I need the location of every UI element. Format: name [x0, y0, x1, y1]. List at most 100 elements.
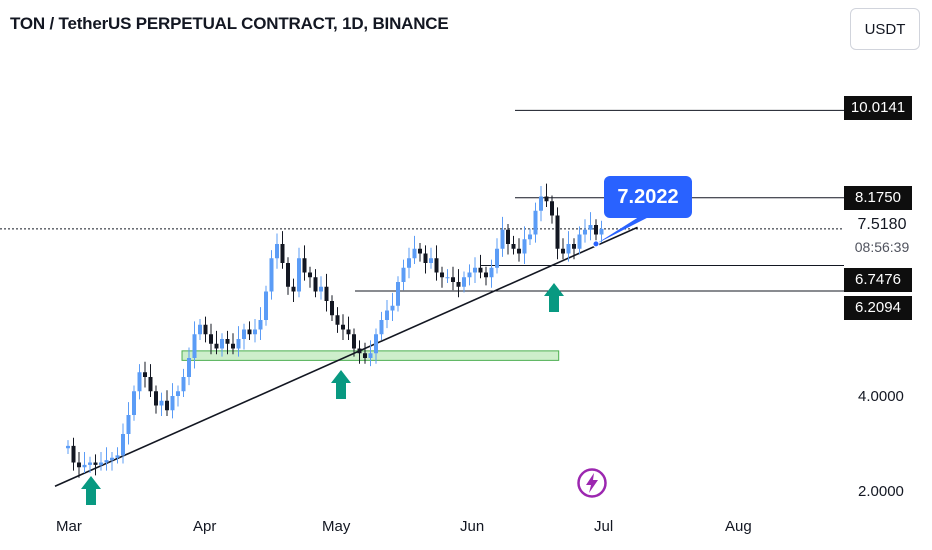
candle	[88, 456, 92, 473]
current-price: 7.5180	[857, 216, 907, 233]
candle	[192, 321, 197, 369]
candle-body	[148, 377, 153, 392]
candle	[341, 314, 345, 340]
candle-body	[71, 445, 76, 463]
candle	[407, 247, 411, 279]
candle	[478, 254, 483, 279]
candle	[440, 266, 444, 288]
candle-body	[533, 210, 538, 235]
x-tick-label: Jun	[460, 518, 485, 535]
currency-button[interactable]: USDT	[850, 8, 920, 50]
candle-body	[418, 248, 422, 254]
candle	[346, 316, 351, 340]
candle	[291, 278, 296, 302]
price-tag-8-1750: 8.1750	[844, 186, 912, 210]
candle-body	[225, 339, 230, 344]
candle-body	[187, 358, 191, 377]
candle	[566, 231, 571, 262]
candle	[258, 307, 263, 340]
candle-body	[77, 462, 81, 468]
candle-body	[308, 272, 312, 278]
candle	[522, 226, 527, 264]
candle-body	[506, 229, 510, 244]
candle-body	[159, 400, 164, 406]
candle-body	[572, 244, 576, 249]
candle	[297, 247, 301, 298]
candle	[330, 295, 334, 321]
candle	[236, 326, 241, 357]
candle-body	[407, 258, 411, 268]
candle	[93, 454, 98, 476]
candle-body	[401, 267, 406, 282]
candle	[374, 328, 378, 364]
price-tag-6-2094: 6.2094	[844, 296, 912, 320]
candle-body	[220, 339, 224, 349]
candle-body	[258, 320, 263, 330]
candle	[247, 321, 252, 340]
candle-body	[247, 329, 252, 335]
candle	[423, 245, 428, 274]
candle	[143, 361, 147, 388]
candle-body	[462, 277, 466, 287]
candle-body	[412, 248, 417, 259]
candle-body	[478, 267, 483, 273]
candle-body	[495, 248, 499, 268]
candle	[467, 264, 472, 286]
candle-body	[291, 286, 296, 292]
candle-body	[583, 229, 587, 235]
candle-body	[429, 258, 433, 263]
candle-body	[242, 329, 246, 339]
trendline	[54, 226, 638, 487]
candle-body	[280, 244, 285, 263]
callout-anchor	[592, 240, 600, 248]
candle-body	[181, 377, 186, 392]
candle	[352, 328, 356, 357]
candle-body	[110, 457, 114, 461]
candle-body	[82, 464, 87, 468]
candle-body	[346, 329, 351, 335]
candle	[429, 247, 433, 269]
candle-body	[236, 339, 241, 349]
candle	[165, 390, 169, 416]
price-tag-10-0141: 10.0141	[844, 96, 912, 120]
candle	[396, 276, 400, 312]
candle-body	[440, 272, 444, 278]
candle-body	[363, 353, 367, 358]
candle	[104, 447, 109, 471]
candle	[209, 323, 213, 355]
candle	[159, 392, 164, 416]
candle	[539, 186, 543, 222]
candle	[533, 202, 538, 243]
candle-body	[451, 277, 455, 282]
candle	[473, 257, 477, 283]
candle	[319, 276, 323, 300]
candle	[335, 307, 340, 333]
candle-body	[264, 291, 268, 320]
candle	[517, 238, 521, 262]
candle	[506, 224, 510, 255]
candle-body	[335, 315, 340, 325]
lightning-icon[interactable]	[576, 467, 608, 499]
candle	[264, 285, 268, 326]
candle	[401, 259, 406, 291]
candle-body	[588, 225, 593, 230]
candle	[462, 271, 466, 293]
candle	[275, 233, 279, 269]
candle-body	[577, 234, 582, 249]
up-arrow-icon	[544, 283, 564, 312]
candle-body	[99, 462, 103, 465]
candle	[302, 245, 307, 281]
candle	[363, 342, 367, 364]
candle	[176, 385, 180, 407]
candle-body	[302, 258, 307, 273]
candle-body	[390, 305, 395, 311]
candle-body	[154, 391, 158, 406]
candle	[181, 368, 186, 397]
price-callout[interactable]: 7.2022	[604, 176, 692, 218]
x-tick-label: Aug	[725, 518, 752, 535]
candle-body	[385, 310, 389, 320]
candle-body	[511, 244, 516, 249]
candle	[253, 319, 257, 343]
candle	[203, 316, 208, 343]
